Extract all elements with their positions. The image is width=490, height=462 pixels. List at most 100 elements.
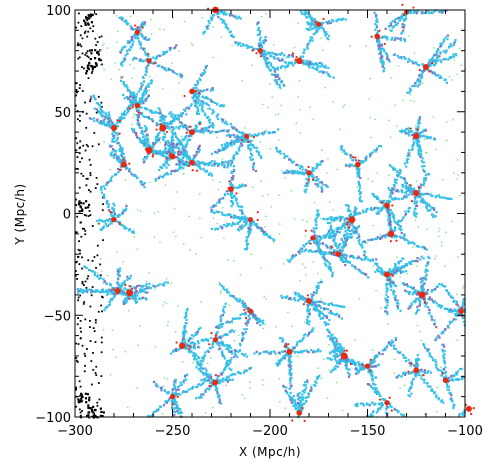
particle-point: [255, 47, 258, 51]
particle-point: [164, 281, 167, 284]
particle-point: [234, 15, 237, 18]
particle-point: [319, 163, 322, 166]
particle-point: [159, 141, 161, 144]
particle-point: [404, 212, 408, 216]
particle-point: [89, 174, 92, 177]
particle-point: [287, 311, 289, 314]
particle-point: [87, 203, 91, 207]
particle-point: [130, 285, 133, 288]
particle-point: [206, 116, 209, 120]
particle-point: [181, 147, 184, 150]
particle-point: [282, 171, 285, 175]
particle-point: [216, 117, 220, 121]
particle-point: [322, 27, 325, 30]
particle-point: [189, 249, 191, 251]
particle-point: [435, 195, 438, 198]
particle-point: [278, 52, 282, 56]
particle-point: [87, 411, 91, 414]
particle-point: [350, 236, 353, 239]
particle-point: [317, 247, 320, 250]
particle-point: [423, 170, 427, 173]
particle-point: [411, 192, 414, 195]
particle-point: [421, 165, 424, 168]
particle-point: [241, 212, 244, 215]
particle-point: [225, 141, 228, 144]
particle-point: [116, 41, 118, 43]
particle-point: [98, 218, 101, 221]
particle-point: [303, 189, 306, 192]
particle-point: [175, 72, 178, 76]
particle-point: [335, 227, 338, 231]
particle-point: [218, 211, 221, 214]
particle-point: [142, 23, 145, 26]
green-particle-series: [95, 13, 467, 419]
particle-point: [306, 47, 309, 50]
particle-point: [320, 62, 323, 65]
particle-point: [166, 143, 169, 146]
particle-point: [122, 300, 125, 303]
particle-point: [252, 164, 255, 167]
particle-point: [89, 288, 93, 291]
particle-point: [134, 291, 137, 294]
particle-point: [328, 201, 331, 203]
particle-point: [415, 62, 418, 65]
particle-point: [264, 35, 267, 39]
particle-point: [275, 79, 278, 82]
particle-point: [165, 302, 168, 305]
particle-point: [199, 122, 202, 125]
particle-point: [370, 136, 372, 139]
particle-point: [416, 204, 419, 207]
particle-point: [279, 223, 281, 225]
particle-point: [249, 143, 252, 146]
particle-point: [75, 405, 77, 408]
particle-point: [140, 23, 143, 26]
particle-point: [434, 59, 437, 62]
particle-point: [371, 259, 375, 262]
particle-point: [370, 152, 373, 155]
particle-point: [93, 120, 96, 123]
particle-point: [342, 240, 345, 243]
particle-point: [147, 286, 150, 290]
particle-point: [161, 412, 164, 415]
particle-point: [139, 100, 142, 103]
particle-point: [146, 291, 149, 294]
particle-point: [301, 172, 304, 176]
particle-point: [199, 193, 201, 195]
particle-point: [128, 95, 132, 98]
particle-point: [102, 111, 105, 114]
particle-point: [162, 284, 166, 287]
particle-point: [418, 117, 421, 120]
particle-point: [142, 158, 145, 161]
particle-point: [145, 70, 148, 73]
particle-point: [81, 52, 84, 55]
particle-point: [418, 192, 421, 196]
particle-point: [170, 138, 174, 141]
particle-point: [145, 108, 148, 111]
particle-point: [111, 148, 115, 151]
particle-point: [181, 162, 184, 165]
particle-point: [276, 75, 279, 78]
particle-point: [343, 150, 346, 153]
particle-point: [427, 11, 431, 15]
particle-point: [212, 179, 214, 181]
particle-point: [249, 381, 251, 383]
particle-point: [311, 19, 314, 22]
particle-point: [299, 280, 301, 282]
particle-point: [230, 176, 233, 179]
particle-point: [81, 400, 84, 403]
particle-point: [267, 67, 270, 70]
particle-point: [316, 240, 319, 243]
particle-point: [120, 79, 123, 82]
particle-point: [291, 169, 294, 172]
particle-point: [95, 289, 99, 292]
particle-point: [92, 25, 95, 28]
particle-point: [383, 203, 386, 206]
particle-point: [145, 97, 148, 100]
particle-point: [134, 131, 137, 135]
particle-point: [175, 144, 178, 147]
particle-point: [407, 127, 410, 130]
particle-point: [440, 196, 444, 199]
particle-point: [83, 352, 86, 355]
particle-point: [231, 322, 233, 324]
particle-point: [232, 142, 236, 146]
